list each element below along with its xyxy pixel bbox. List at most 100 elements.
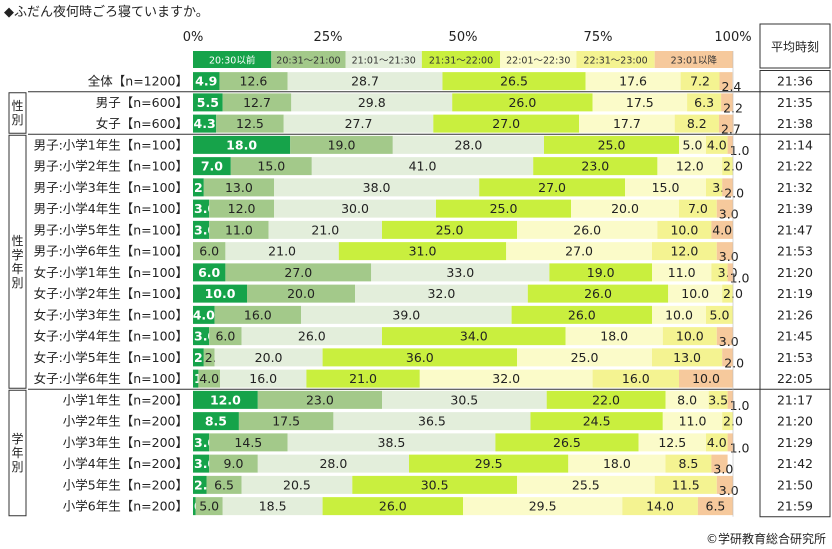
- bar-segment: [452, 93, 593, 112]
- bar-segment: [674, 114, 719, 133]
- avg-value: 21:53: [777, 244, 813, 259]
- row-label: 女子:小学5年生【n=100】: [34, 350, 188, 365]
- bar-segment: [517, 475, 655, 494]
- bar-segment: [193, 178, 204, 197]
- data-label: 6.5: [706, 499, 726, 514]
- data-label: 26.0: [508, 95, 536, 110]
- data-label: 2.0: [724, 355, 744, 370]
- data-label: 28.0: [454, 137, 482, 152]
- data-label: 25.0: [436, 222, 464, 237]
- data-label: 7.2: [690, 74, 710, 89]
- row-label: 男子:小学1年生【n=100】: [34, 137, 188, 152]
- chart-title: ◆ふだん夜何時ごろ寝ていますか。: [4, 5, 209, 20]
- data-label: 12.0: [228, 201, 256, 216]
- bar-segment: [687, 93, 722, 112]
- data-label: 30.5: [450, 392, 478, 407]
- row-label: 女子:小学3年生【n=100】: [34, 307, 188, 322]
- bar-segment: [697, 497, 733, 516]
- avg-value: 21:38: [777, 116, 813, 131]
- bar-segment: [193, 135, 291, 154]
- avg-value: 21:32: [777, 180, 813, 195]
- bar-segment: [209, 220, 269, 239]
- bar-segment: [565, 327, 663, 346]
- avg-value: 21:53: [777, 350, 813, 365]
- bar-segment: [220, 369, 307, 388]
- bar-segment: [230, 157, 312, 176]
- bar-segment: [219, 72, 288, 91]
- bar-segment: [652, 348, 723, 367]
- bar-segment: [193, 93, 223, 112]
- bar-segment: [716, 242, 733, 261]
- bar-segment: [654, 475, 717, 494]
- avg-value: 21:47: [777, 222, 813, 237]
- data-label: 1.0: [730, 440, 750, 455]
- data-label: 16.0: [249, 371, 277, 386]
- data-label: 4.0: [193, 307, 215, 322]
- avg-value: 21:20: [777, 265, 813, 280]
- row-label: 女子:小学2年生【n=100】: [34, 286, 188, 301]
- data-label: 26.0: [584, 286, 612, 301]
- data-label: 36.0: [406, 350, 434, 365]
- data-label: 11.0: [668, 265, 696, 280]
- row-label: 小学5年生【n=200】: [63, 477, 188, 492]
- data-label: 26.0: [573, 222, 601, 237]
- data-label: 17.6: [619, 74, 647, 89]
- avg-header-box: [759, 23, 831, 69]
- bar-segment: [716, 199, 733, 218]
- bar-segment: [495, 433, 639, 452]
- bar-segment: [436, 199, 571, 218]
- data-label: 8.2: [687, 116, 707, 131]
- row-label: 全体【n=1200】: [88, 74, 188, 89]
- avg-value: 21:45: [777, 329, 813, 344]
- row-label: 男子:小学5年生【n=100】: [34, 222, 188, 237]
- bar-segment: [708, 390, 728, 409]
- data-label: 8.5: [679, 456, 699, 471]
- data-label: 21.0: [311, 222, 339, 237]
- data-label: 32.0: [492, 371, 520, 386]
- bar-segment: [679, 135, 706, 154]
- data-label: 14.0: [646, 499, 674, 514]
- bar-segment: [652, 242, 717, 261]
- bar-segment: [193, 348, 204, 367]
- bar-segment: [216, 114, 284, 133]
- data-label: 12.7: [243, 95, 271, 110]
- legend-label: 22:31～23:00: [583, 56, 647, 67]
- bar-segment: [511, 305, 652, 324]
- data-label: 26.0: [379, 499, 407, 514]
- bar-segment: [530, 412, 663, 431]
- bar-segment: [711, 263, 728, 282]
- bar-segment: [652, 305, 706, 324]
- data-label: 1.0: [730, 143, 750, 158]
- data-label: 14.5: [234, 435, 262, 450]
- bar-segment: [241, 327, 382, 346]
- avg-value: 21:22: [777, 159, 813, 174]
- avg-value: 22:05: [777, 371, 813, 386]
- bar-segment: [706, 135, 728, 154]
- bar-segment: [706, 178, 723, 197]
- bar-segment: [193, 220, 210, 239]
- bar-segment: [716, 327, 733, 346]
- avg-value: 21:36: [777, 74, 813, 89]
- data-label: 5.0: [710, 307, 730, 322]
- data-label: 32.0: [427, 286, 455, 301]
- avg-value: 21:42: [777, 456, 813, 471]
- row-label: 男子:小学3年生【n=100】: [34, 180, 188, 195]
- bar-segment: [322, 348, 517, 367]
- bar-segment: [306, 369, 420, 388]
- group-label: 性学年別: [11, 234, 23, 290]
- axis-tick-label: 25%: [314, 30, 343, 45]
- data-label: 13.0: [673, 350, 701, 365]
- data-label: 6.0: [215, 329, 235, 344]
- data-label: 2.4: [722, 79, 742, 94]
- data-label: 23.0: [306, 392, 334, 407]
- data-label: 11.0: [225, 222, 253, 237]
- bar-segment: [193, 114, 217, 133]
- data-label: 13.0: [225, 180, 253, 195]
- data-label: 15.0: [652, 180, 680, 195]
- data-label: 34.0: [460, 329, 488, 344]
- data-label: 3.0: [713, 462, 733, 477]
- data-label: 1.0: [730, 398, 750, 413]
- bar-segment: [287, 433, 496, 452]
- legend-swatch: [193, 51, 272, 68]
